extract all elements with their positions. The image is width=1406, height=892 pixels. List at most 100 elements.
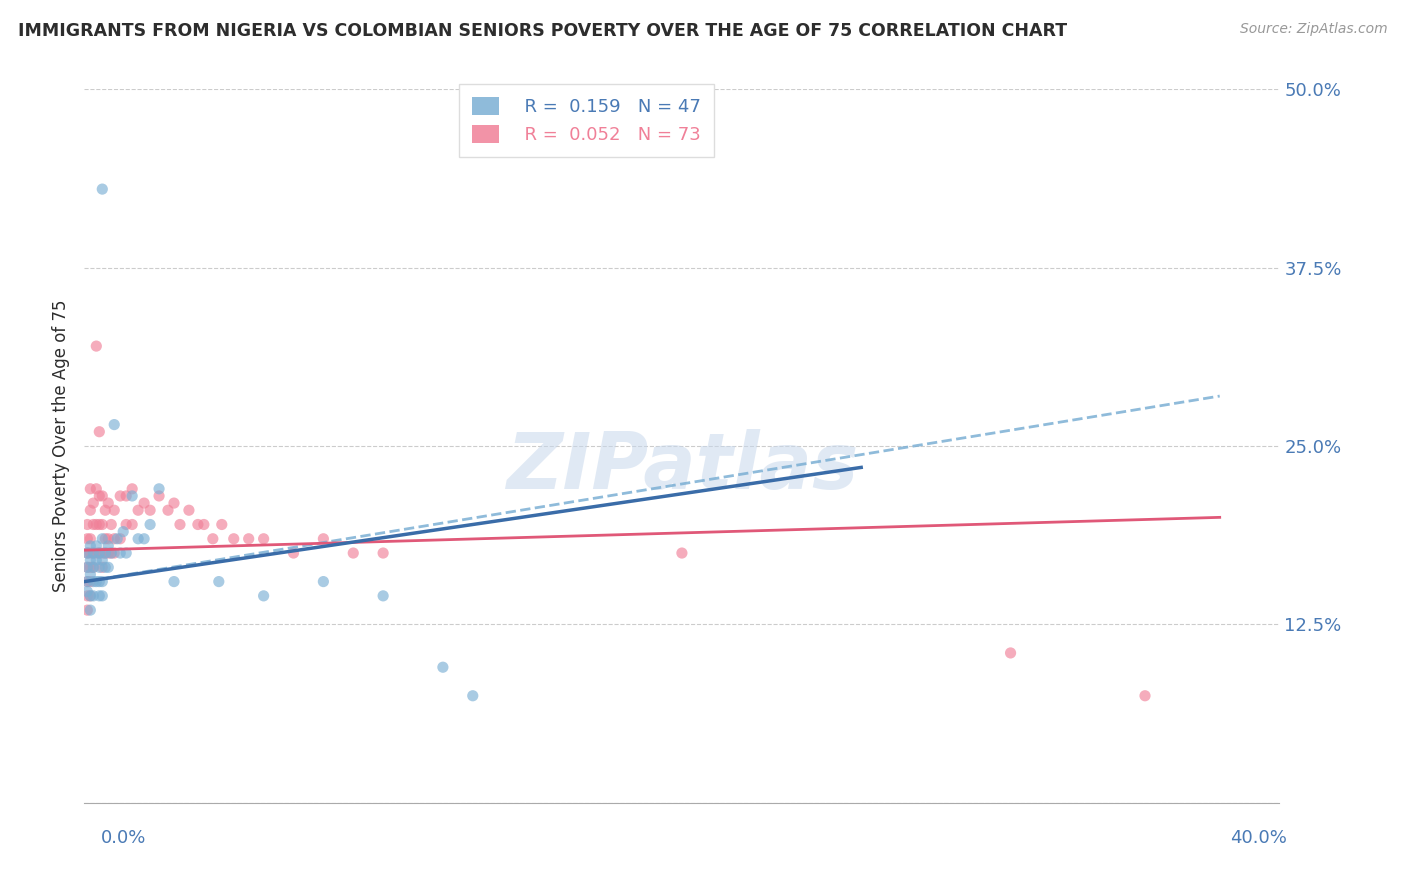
Point [97, 532, 120, 546]
Point [89, 574, 111, 589]
Point [89, 546, 111, 560]
Point [82, 560, 104, 574]
Point [97, 539, 120, 553]
Point [127, 503, 149, 517]
Point [139, 517, 162, 532]
Point [103, 532, 125, 546]
Point [79, 560, 101, 574]
Text: IMMIGRANTS FROM NIGERIA VS COLOMBIAN SENIORS POVERTY OVER THE AGE OF 75 CORRELAT: IMMIGRANTS FROM NIGERIA VS COLOMBIAN SEN… [18, 22, 1067, 40]
Point [94, 546, 117, 560]
Point [86, 553, 108, 567]
Point [201, 532, 224, 546]
Point [208, 574, 231, 589]
Point [79, 589, 101, 603]
Point [91, 182, 114, 196]
Point [283, 546, 305, 560]
Point [89, 425, 111, 439]
Point [97, 496, 120, 510]
Point [432, 660, 454, 674]
Point [103, 503, 125, 517]
Point [79, 567, 101, 582]
Point [86, 482, 108, 496]
Point [89, 560, 111, 574]
Text: 40.0%: 40.0% [1230, 829, 1286, 847]
Point [79, 539, 101, 553]
Point [94, 560, 117, 574]
Point [100, 546, 122, 560]
Point [127, 532, 149, 546]
Point [76, 574, 98, 589]
Point [97, 560, 120, 574]
Point [94, 546, 117, 560]
Point [82, 496, 104, 510]
Point [76, 517, 98, 532]
Point [115, 546, 138, 560]
Point [86, 539, 108, 553]
Point [82, 589, 104, 603]
Point [373, 589, 395, 603]
Point [79, 574, 101, 589]
Point [671, 546, 693, 560]
Point [91, 489, 114, 503]
Point [91, 574, 114, 589]
Point [79, 503, 101, 517]
Point [373, 546, 395, 560]
Point [1133, 689, 1156, 703]
Point [76, 603, 98, 617]
Point [89, 589, 111, 603]
Point [76, 584, 98, 599]
Point [91, 589, 114, 603]
Point [76, 589, 98, 603]
Point [148, 489, 170, 503]
Point [79, 553, 101, 567]
Point [110, 532, 132, 546]
Point [121, 482, 143, 496]
Point [121, 517, 143, 532]
Point [100, 546, 122, 560]
Text: ZIPatlas: ZIPatlas [506, 429, 858, 506]
Point [89, 489, 111, 503]
Point [76, 546, 98, 560]
Legend:   R =  0.159   N = 47,   R =  0.052   N = 73: R = 0.159 N = 47, R = 0.052 N = 73 [458, 84, 714, 157]
Point [91, 560, 114, 574]
Point [187, 517, 209, 532]
Text: 0.0%: 0.0% [101, 829, 146, 847]
Point [103, 417, 125, 432]
Point [132, 532, 156, 546]
Point [79, 532, 101, 546]
Point [148, 482, 170, 496]
Point [82, 546, 104, 560]
Point [82, 574, 104, 589]
Point [86, 546, 108, 560]
Point [76, 546, 98, 560]
Point [91, 546, 114, 560]
Y-axis label: Seniors Poverty Over the Age of 75: Seniors Poverty Over the Age of 75 [52, 300, 70, 592]
Point [100, 517, 122, 532]
Point [342, 546, 364, 560]
Point [86, 574, 108, 589]
Point [132, 496, 156, 510]
Point [79, 482, 101, 496]
Point [169, 517, 191, 532]
Point [76, 560, 98, 574]
Point [89, 546, 111, 560]
Point [91, 532, 114, 546]
Point [82, 517, 104, 532]
Point [238, 532, 260, 546]
Point [121, 489, 143, 503]
Point [94, 503, 117, 517]
Point [76, 532, 98, 546]
Point [1000, 646, 1022, 660]
Point [312, 574, 335, 589]
Point [79, 546, 101, 560]
Point [157, 503, 180, 517]
Point [115, 517, 138, 532]
Point [112, 524, 135, 539]
Point [86, 339, 108, 353]
Point [193, 517, 215, 532]
Point [76, 574, 98, 589]
Point [94, 532, 117, 546]
Point [79, 589, 101, 603]
Point [253, 532, 276, 546]
Point [82, 546, 104, 560]
